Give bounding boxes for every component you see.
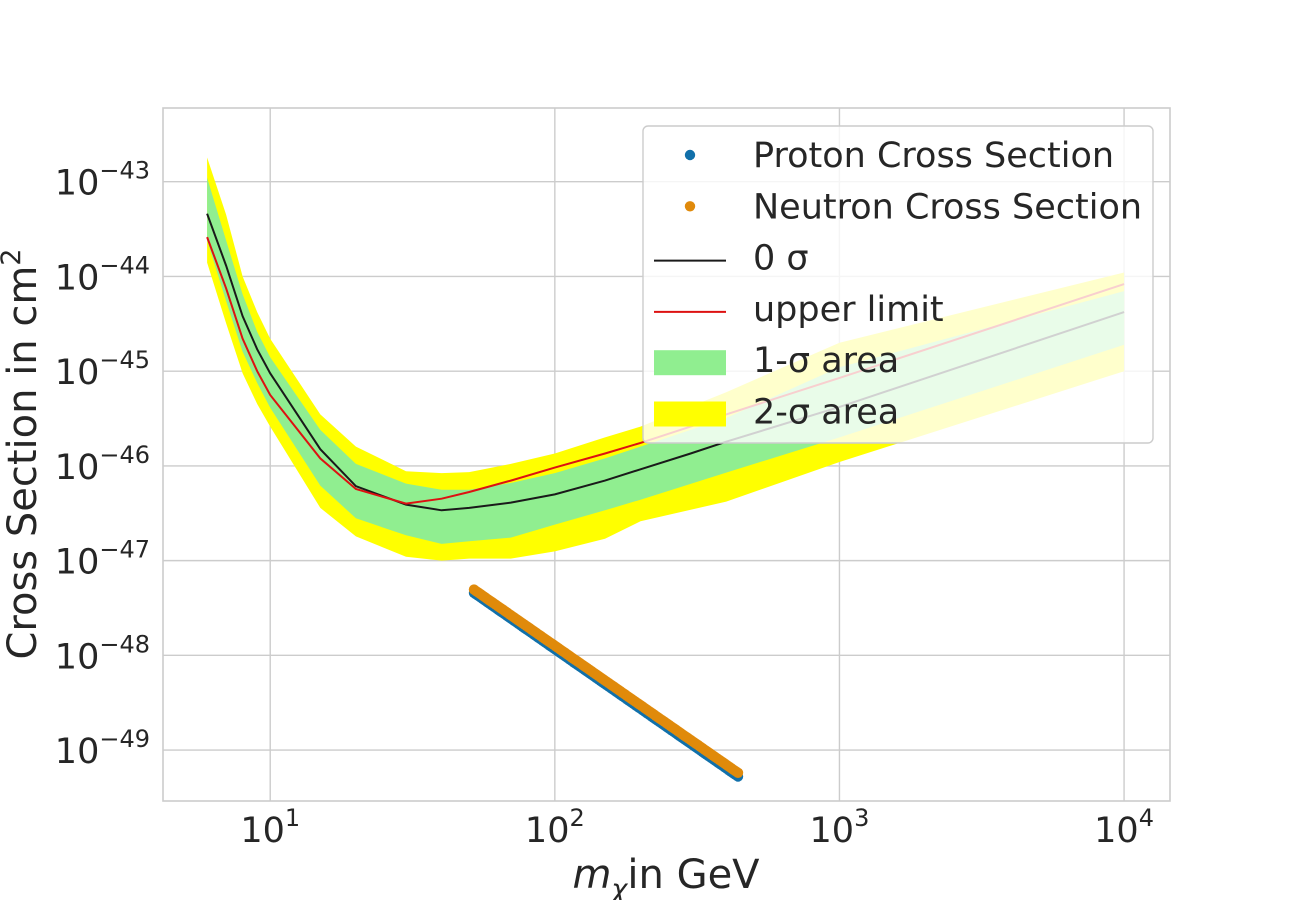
y-tick-label: 10−44: [55, 251, 150, 298]
legend-entry: Proton Cross Section: [684, 136, 1114, 176]
legend-label: 2-σ area: [753, 393, 899, 433]
legend-label: Proton Cross Section: [753, 136, 1114, 176]
y-tick-label: 10−45: [55, 346, 150, 393]
x-axis-label-text: in GeV: [627, 852, 760, 898]
zero-sigma-line: [206, 213, 1125, 512]
neutron-point: [732, 767, 744, 778]
cross-section-scatter: [468, 584, 744, 782]
x-tick-label: 103: [810, 804, 870, 851]
y-axis-ticks: 10−43 10−44 10−45 10−46 10−47 10−48 10−49: [55, 157, 150, 772]
legend-marker: [684, 201, 696, 212]
y-tick-label: 10−46: [55, 441, 150, 488]
x-tick-label: 102: [525, 804, 585, 851]
legend-entry: Neutron Cross Section: [684, 187, 1142, 227]
neutron-scatter: [468, 584, 744, 778]
legend-entry: 2-σ area: [654, 393, 899, 433]
y-tick-label: 10−43: [55, 157, 150, 204]
legend-entry: upper limit: [654, 290, 944, 330]
legend-label: 1-σ area: [753, 341, 899, 381]
legend: Proton Cross Section Neutron Cross Sectio…: [642, 125, 1154, 444]
y-tick-label: 10−47: [55, 536, 150, 583]
legend-label: upper limit: [753, 290, 944, 330]
y-axis-label: Cross Section in cm2: [0, 248, 46, 659]
x-tick-label: 101: [240, 804, 300, 851]
legend-label: 0 σ: [753, 239, 809, 279]
x-tick-label: 104: [1094, 804, 1154, 851]
x-axis-label: mχin GeV: [572, 852, 760, 900]
x-axis-ticks: 101 102 103 104: [240, 804, 1154, 851]
y-tick-label: 10−48: [55, 630, 150, 677]
legend-box: [642, 125, 1154, 444]
legend-patch: [654, 401, 726, 427]
legend-label: Neutron Cross Section: [753, 187, 1142, 227]
legend-marker: [684, 149, 696, 161]
y-tick-label: 10−49: [55, 725, 150, 772]
plot-area-frame: [162, 107, 1171, 802]
legend-entry: 1-σ area: [654, 341, 899, 381]
legend-patch: [654, 350, 726, 376]
legend-entry: 0 σ: [654, 239, 809, 279]
